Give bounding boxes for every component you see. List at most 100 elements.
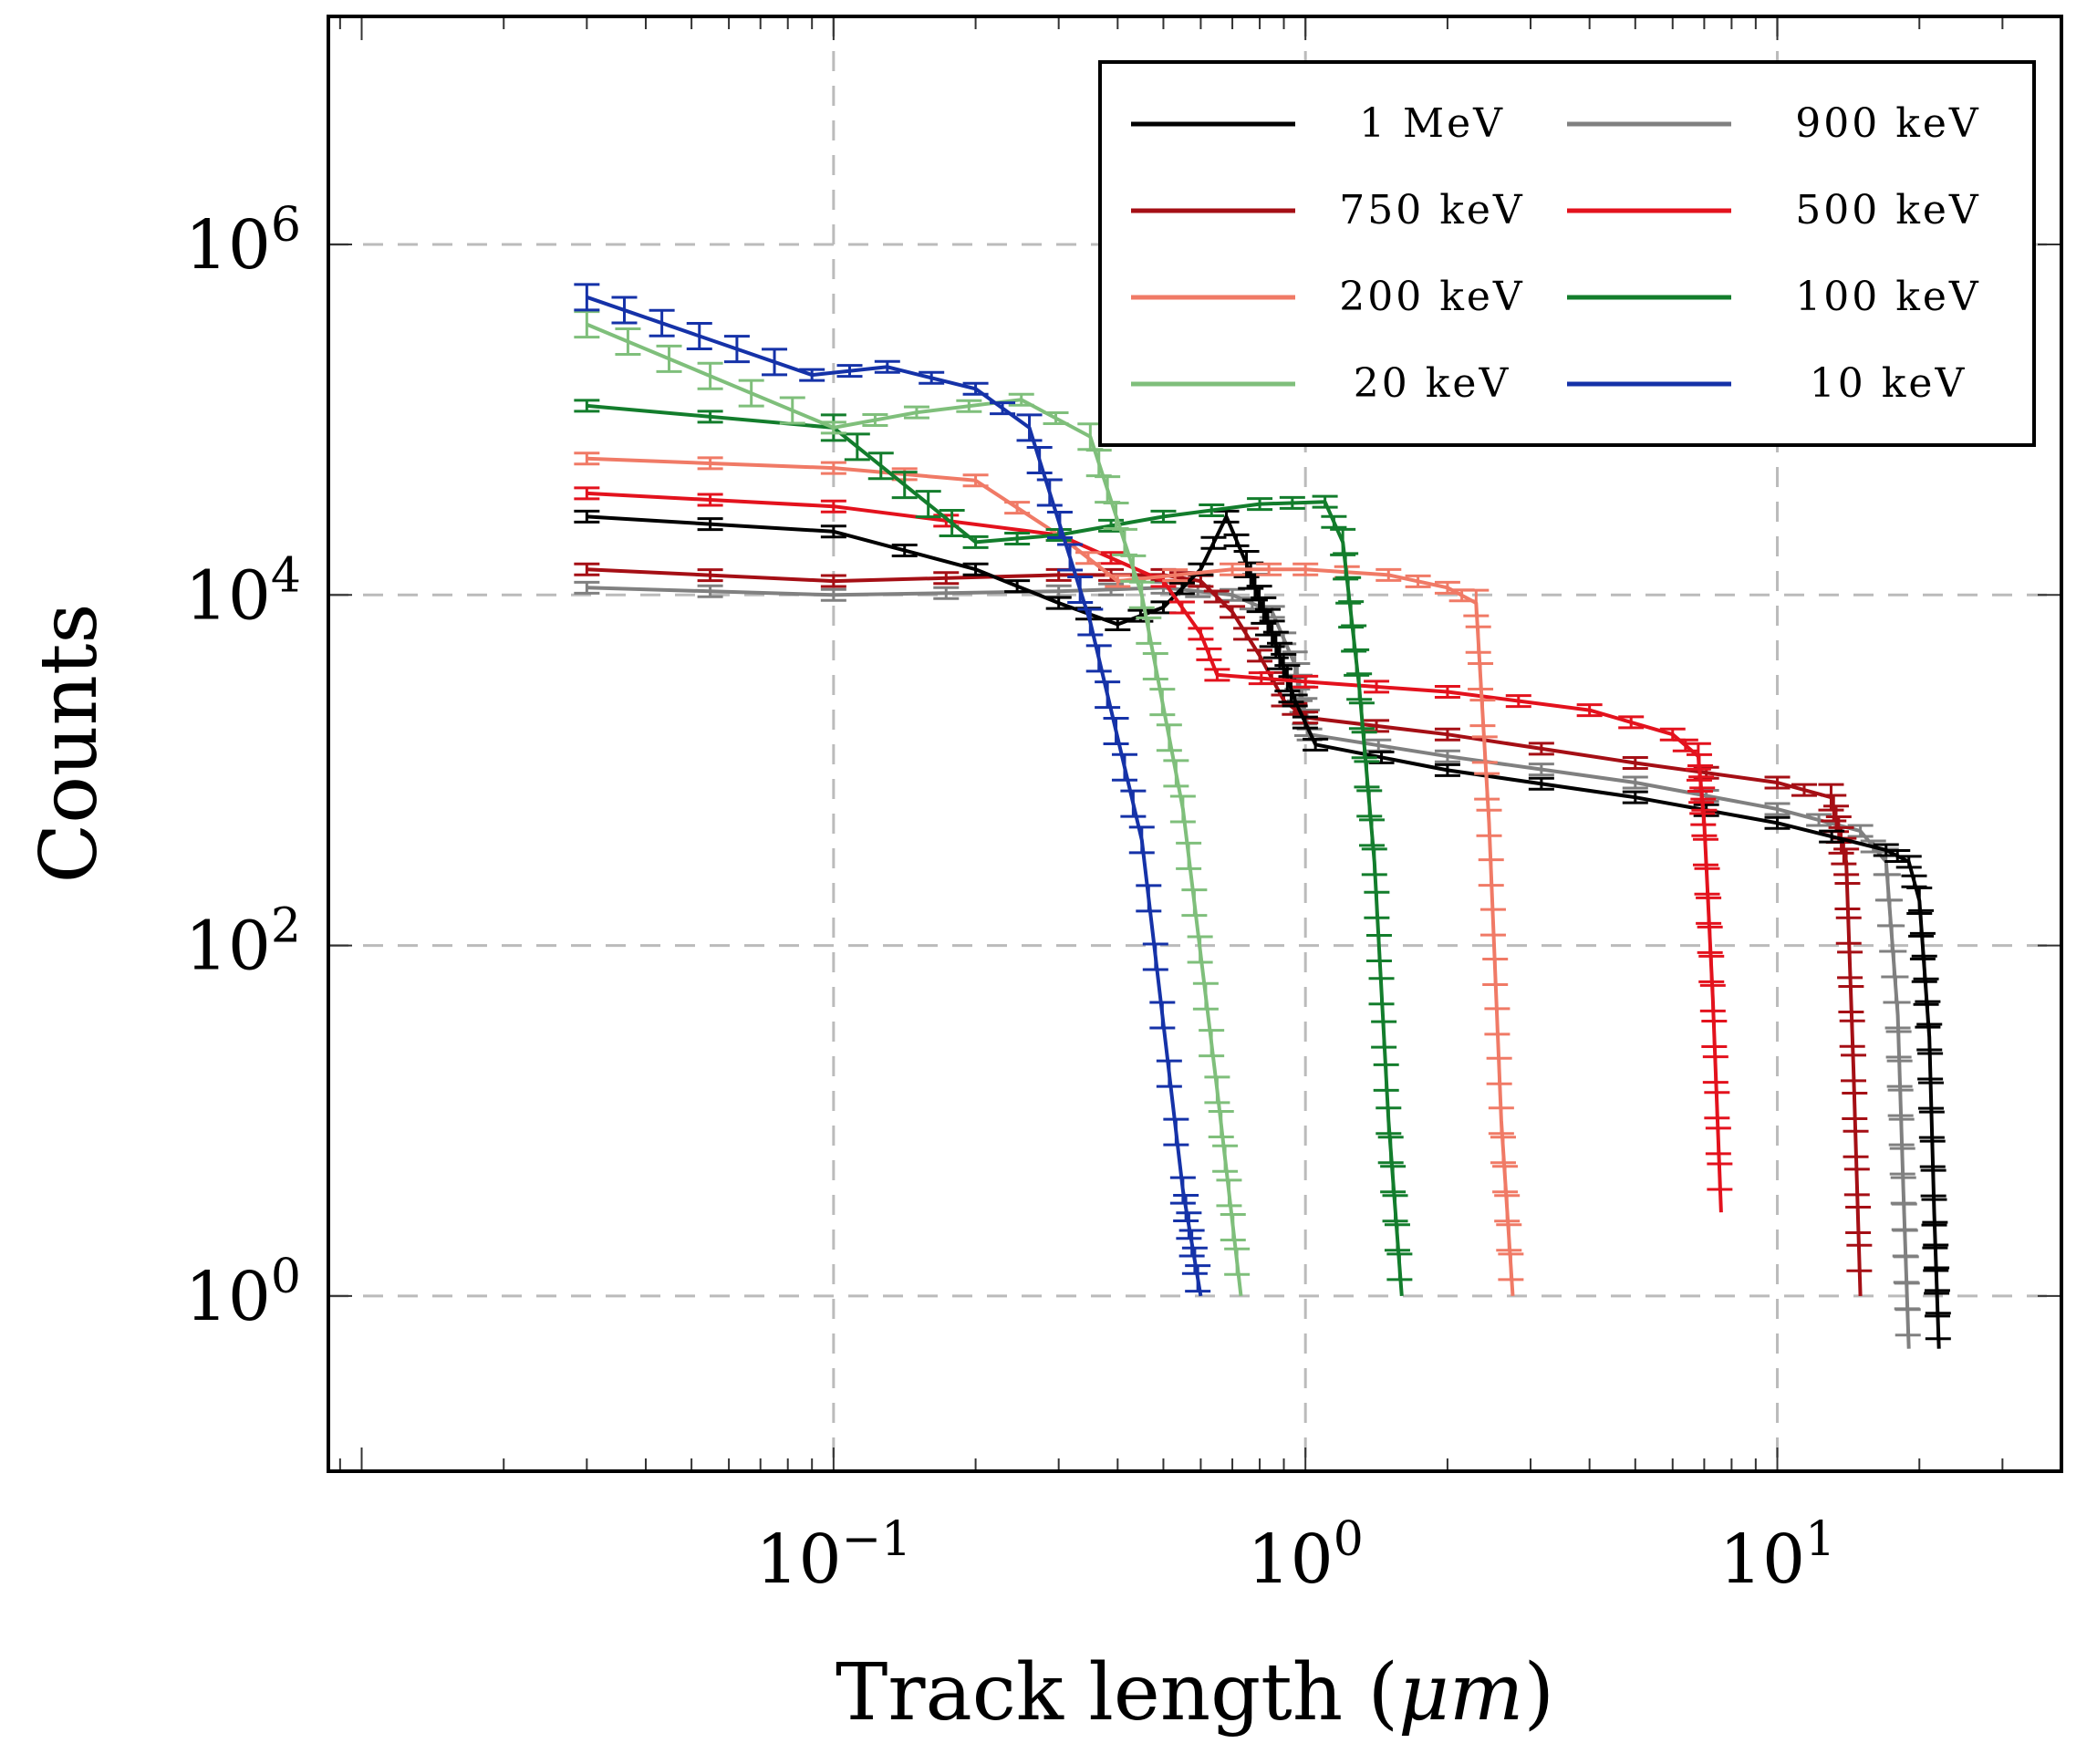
error-bar xyxy=(1136,884,1162,913)
error-bar xyxy=(1434,749,1460,763)
error-bar xyxy=(1248,671,1274,686)
error-bar xyxy=(1187,935,1213,964)
error-bar xyxy=(1482,957,1509,986)
legend-label: 1 MeV xyxy=(1359,100,1505,147)
error-bar xyxy=(1845,1206,1872,1235)
error-bar xyxy=(1916,1022,1943,1052)
error-bar xyxy=(820,524,846,539)
error-bar xyxy=(933,586,960,600)
error-bar xyxy=(1906,887,1933,916)
error-bar xyxy=(1486,1056,1512,1085)
error-bar xyxy=(1888,1117,1915,1147)
x-axis-label-suffix: ) xyxy=(1523,1647,1554,1738)
error-bar xyxy=(1376,1106,1402,1136)
x-tick-exponent: −1 xyxy=(842,1512,912,1567)
error-bar xyxy=(1707,1162,1733,1191)
error-bar xyxy=(919,370,945,385)
error-bar xyxy=(686,321,712,350)
error-bar xyxy=(1691,808,1718,837)
error-bar xyxy=(1247,649,1273,663)
error-bar xyxy=(1192,981,1219,1011)
error-bar xyxy=(1696,896,1722,925)
error-bar xyxy=(962,562,989,576)
error-bar xyxy=(1699,983,1726,1012)
legend-label: 100 keV xyxy=(1795,274,1980,320)
legend-item-200-kev: 200 keV xyxy=(1131,274,1522,320)
error-bar xyxy=(1371,1020,1397,1049)
error-bar xyxy=(1142,942,1168,971)
error-bar xyxy=(697,361,723,390)
error-bar xyxy=(820,420,846,435)
x-axis-label-prefix: Track length ( xyxy=(836,1647,1398,1738)
error-bar xyxy=(1528,763,1554,777)
error-bar xyxy=(1528,742,1554,756)
error-bar xyxy=(1196,647,1222,661)
error-bar xyxy=(1471,735,1498,764)
x-tick-label: 10−1 xyxy=(755,1512,911,1599)
y-axis-label: Counts xyxy=(24,603,115,883)
error-bar xyxy=(1834,882,1861,911)
error-bar xyxy=(820,499,846,514)
error-bar xyxy=(1098,551,1125,566)
error-bar xyxy=(1150,509,1177,524)
error-bar xyxy=(1887,1088,1914,1117)
legend-label: 20 keV xyxy=(1354,360,1510,407)
error-bar xyxy=(1220,1213,1246,1242)
error-bar xyxy=(1919,1139,1946,1168)
error-bar xyxy=(1203,589,1230,604)
error-bar xyxy=(1351,731,1377,760)
series-group xyxy=(574,283,1951,1349)
error-bar xyxy=(1321,514,1347,529)
error-bar xyxy=(820,587,846,602)
error-bar xyxy=(1333,552,1359,581)
plot-frame xyxy=(327,15,2063,1473)
error-bar xyxy=(1918,1110,1945,1139)
error-bar xyxy=(1528,776,1554,791)
error-bar xyxy=(836,364,863,379)
error-bar xyxy=(611,296,638,325)
error-bar xyxy=(1128,825,1155,855)
error-bar xyxy=(891,543,918,557)
error-bar xyxy=(1016,413,1043,442)
error-bar xyxy=(738,379,764,408)
error-bar xyxy=(1233,627,1260,641)
error-bar xyxy=(1085,644,1112,673)
error-bar xyxy=(1173,1193,1199,1222)
error-bar xyxy=(1839,1019,1865,1048)
error-bar xyxy=(1156,723,1182,752)
error-bar xyxy=(1256,562,1282,576)
error-bar xyxy=(1292,715,1318,730)
error-bar xyxy=(1103,716,1129,745)
y-tick-exponent: 2 xyxy=(271,899,301,954)
error-bar xyxy=(962,473,989,488)
error-bar xyxy=(1909,931,1936,960)
error-bar xyxy=(939,509,965,538)
y-tick-base: 10 xyxy=(185,908,271,986)
error-bar xyxy=(1356,789,1383,818)
error-bar xyxy=(697,584,723,598)
error-bar xyxy=(1886,1059,1913,1088)
legend-item-500-kev: 500 keV xyxy=(1567,187,1978,233)
error-bar xyxy=(1043,410,1069,425)
error-bar xyxy=(1181,888,1208,918)
error-bar xyxy=(1292,674,1319,689)
error-bar xyxy=(1077,607,1104,637)
error-bar xyxy=(1046,510,1073,539)
error-bar xyxy=(1212,1144,1239,1173)
error-bar xyxy=(1149,688,1176,717)
error-bar xyxy=(1364,890,1390,919)
error-bar xyxy=(1067,576,1094,605)
error-bar xyxy=(1702,1055,1728,1084)
error-bar xyxy=(1819,829,1845,844)
error-bar xyxy=(1120,789,1147,818)
error-bar xyxy=(1791,783,1817,797)
error-bar xyxy=(1368,977,1395,1006)
error-bar xyxy=(1354,760,1380,789)
error-bar xyxy=(1474,772,1500,801)
error-bar xyxy=(1136,616,1162,645)
error-bar xyxy=(1920,1168,1946,1198)
error-bar xyxy=(1478,858,1504,887)
error-bar xyxy=(1697,925,1723,954)
error-bar xyxy=(1359,818,1386,847)
